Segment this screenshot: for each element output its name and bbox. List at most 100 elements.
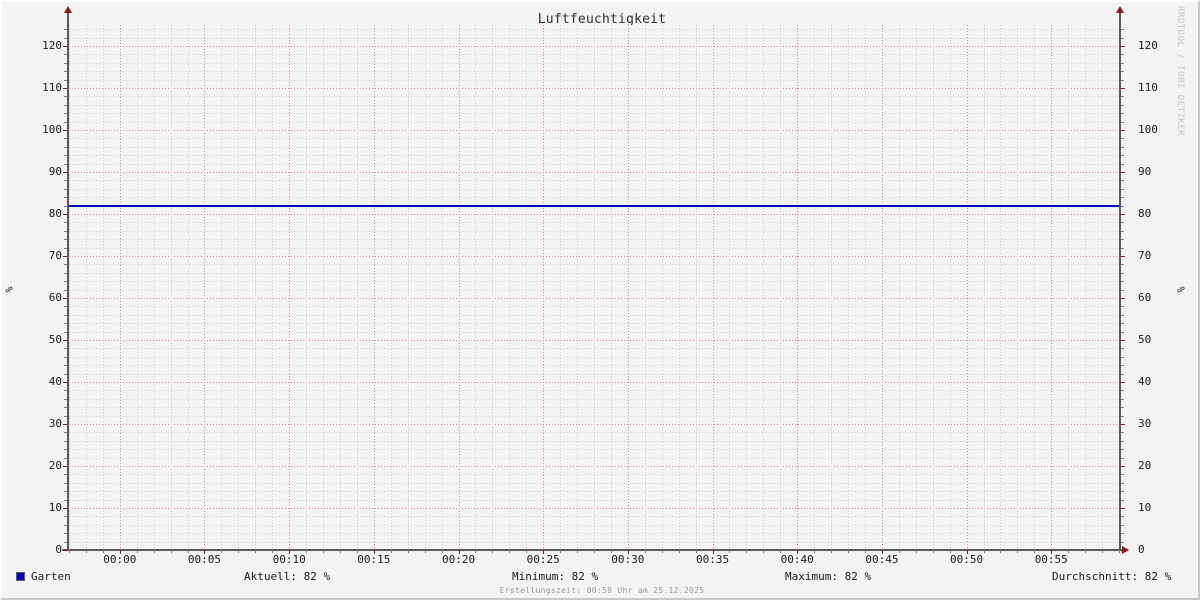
y-axis-label-left: 110: [42, 81, 62, 94]
y-axis-tick-minor: [1121, 113, 1124, 115]
y-axis-tick-minor: [1121, 163, 1124, 165]
y-axis-tick-minor: [64, 415, 67, 417]
y-axis-tick-minor: [64, 104, 67, 106]
y-axis-tick-minor: [1121, 457, 1124, 459]
gridline-vertical-minor: [85, 25, 87, 550]
y-axis-label-right: 90: [1138, 165, 1152, 178]
y-axis-tick-minor: [64, 398, 67, 400]
x-axis-label: 00:20: [441, 553, 476, 566]
x-axis-tick-minor: [1119, 550, 1120, 553]
x-axis-tick-minor: [69, 550, 70, 553]
x-axis-tick: [204, 550, 206, 554]
x-axis-tick-minor: [678, 550, 680, 553]
y-axis-left-arrow-icon: [64, 6, 72, 13]
x-axis-tick-minor: [441, 550, 443, 553]
x-axis-tick: [543, 550, 545, 554]
y-axis-tick-minor: [64, 432, 67, 434]
y-axis-tick-right: [1121, 46, 1125, 47]
x-axis-label: 00:25: [526, 553, 560, 566]
y-axis-tick-minor: [1121, 62, 1124, 64]
x-axis-label: 00:50: [950, 553, 984, 566]
gridline-vertical-minor: [864, 25, 866, 550]
gridline-vertical-minor: [594, 25, 595, 550]
gridline-vertical-minor: [661, 25, 663, 550]
y-axis-tick-minor: [64, 533, 67, 535]
y-axis-tick-minor: [64, 516, 67, 518]
y-axis-tick-minor: [1121, 306, 1124, 308]
x-axis-tick: [289, 550, 291, 554]
gridline-vertical-minor: [407, 25, 409, 550]
y-axis-tick-minor: [1121, 155, 1124, 157]
x-axis-tick: [712, 550, 714, 554]
y-axis-tick-minor: [1121, 398, 1124, 400]
x-axis-tick-minor: [1017, 550, 1019, 553]
y-axis-tick-left: [63, 130, 67, 131]
x-axis-tick-minor: [390, 550, 392, 553]
y-axis-label-left: 30: [48, 417, 62, 430]
y-axis-label-left: 70: [48, 249, 62, 262]
x-axis-tick-minor: [780, 550, 782, 553]
gridline-vertical-minor: [475, 25, 477, 550]
y-axis-tick-left: [63, 256, 67, 257]
y-axis-label-left: 40: [48, 375, 62, 388]
y-axis-tick-right: [1121, 88, 1125, 89]
x-axis-tick: [966, 550, 968, 554]
y-axis-tick-minor: [1121, 281, 1124, 283]
x-axis-tick-minor: [983, 550, 985, 553]
y-axis-tick-minor: [64, 356, 67, 358]
gridline-vertical-major: [458, 25, 460, 550]
y-axis-tick-minor: [64, 524, 67, 526]
gridline-vertical-major: [289, 25, 291, 550]
gridline-vertical-minor: [1068, 25, 1070, 550]
y-axis-tick-left: [63, 298, 67, 299]
gridline-vertical-minor: [915, 25, 917, 550]
y-axis-tick-minor: [1121, 390, 1124, 392]
y-axis-tick-minor: [64, 230, 67, 232]
x-axis-label: 00:40: [780, 553, 814, 566]
y-axis-tick-left: [63, 466, 67, 467]
gridline-vertical-minor: [898, 25, 900, 550]
gridline-vertical-minor: [1000, 25, 1002, 550]
gridline-vertical-major: [627, 25, 629, 550]
x-axis-tick-minor: [170, 550, 172, 553]
y-axis-tick-minor: [64, 289, 67, 291]
y-axis-tick-right: [1121, 424, 1125, 425]
gridline-vertical-major: [881, 25, 883, 550]
gridline-vertical-minor: [509, 25, 511, 550]
gridline-vertical-minor: [339, 25, 341, 550]
legend-series-label: Garten: [31, 570, 71, 583]
y-axis-tick-left: [63, 172, 67, 173]
gridline-vertical-minor: [526, 25, 528, 550]
x-axis-tick-minor: [509, 550, 511, 553]
x-axis-tick: [797, 550, 799, 554]
y-axis-tick-minor: [1121, 356, 1124, 358]
y-axis-tick-minor: [64, 314, 67, 316]
gridline-vertical-minor: [238, 25, 240, 550]
y-axis-tick-minor: [64, 37, 67, 39]
gridline-vertical-minor: [746, 25, 748, 550]
y-axis-tick-minor: [1121, 474, 1124, 476]
y-axis-label-right: 20: [1138, 459, 1152, 472]
x-axis-tick-minor: [763, 550, 765, 553]
y-axis-tick-minor: [64, 197, 67, 199]
gridline-vertical-minor: [983, 25, 985, 550]
y-axis-tick-minor: [64, 155, 67, 157]
gridline-vertical-minor: [644, 25, 646, 550]
y-axis-tick-right: [1121, 256, 1125, 257]
y-axis-tick-minor: [1121, 314, 1124, 316]
gridline-vertical-major: [1051, 25, 1053, 550]
y-axis-tick-left: [63, 46, 67, 47]
y-axis-tick-left: [63, 550, 67, 551]
y-axis-tick-minor: [1121, 272, 1124, 274]
x-axis-tick-minor: [610, 550, 612, 553]
x-axis-tick-minor: [560, 550, 562, 553]
y-axis-tick-minor: [1121, 365, 1124, 367]
y-axis-tick-minor: [1121, 239, 1124, 241]
legend-minimum-value: Minimum: 82 %: [512, 570, 599, 583]
x-axis-tick-minor: [356, 550, 358, 553]
y-axis-label-right: 40: [1138, 375, 1152, 388]
y-axis-tick-minor: [1121, 541, 1124, 543]
x-axis-tick-minor: [864, 550, 866, 553]
plot-area: [69, 25, 1120, 551]
x-axis-tick-minor: [136, 550, 138, 553]
